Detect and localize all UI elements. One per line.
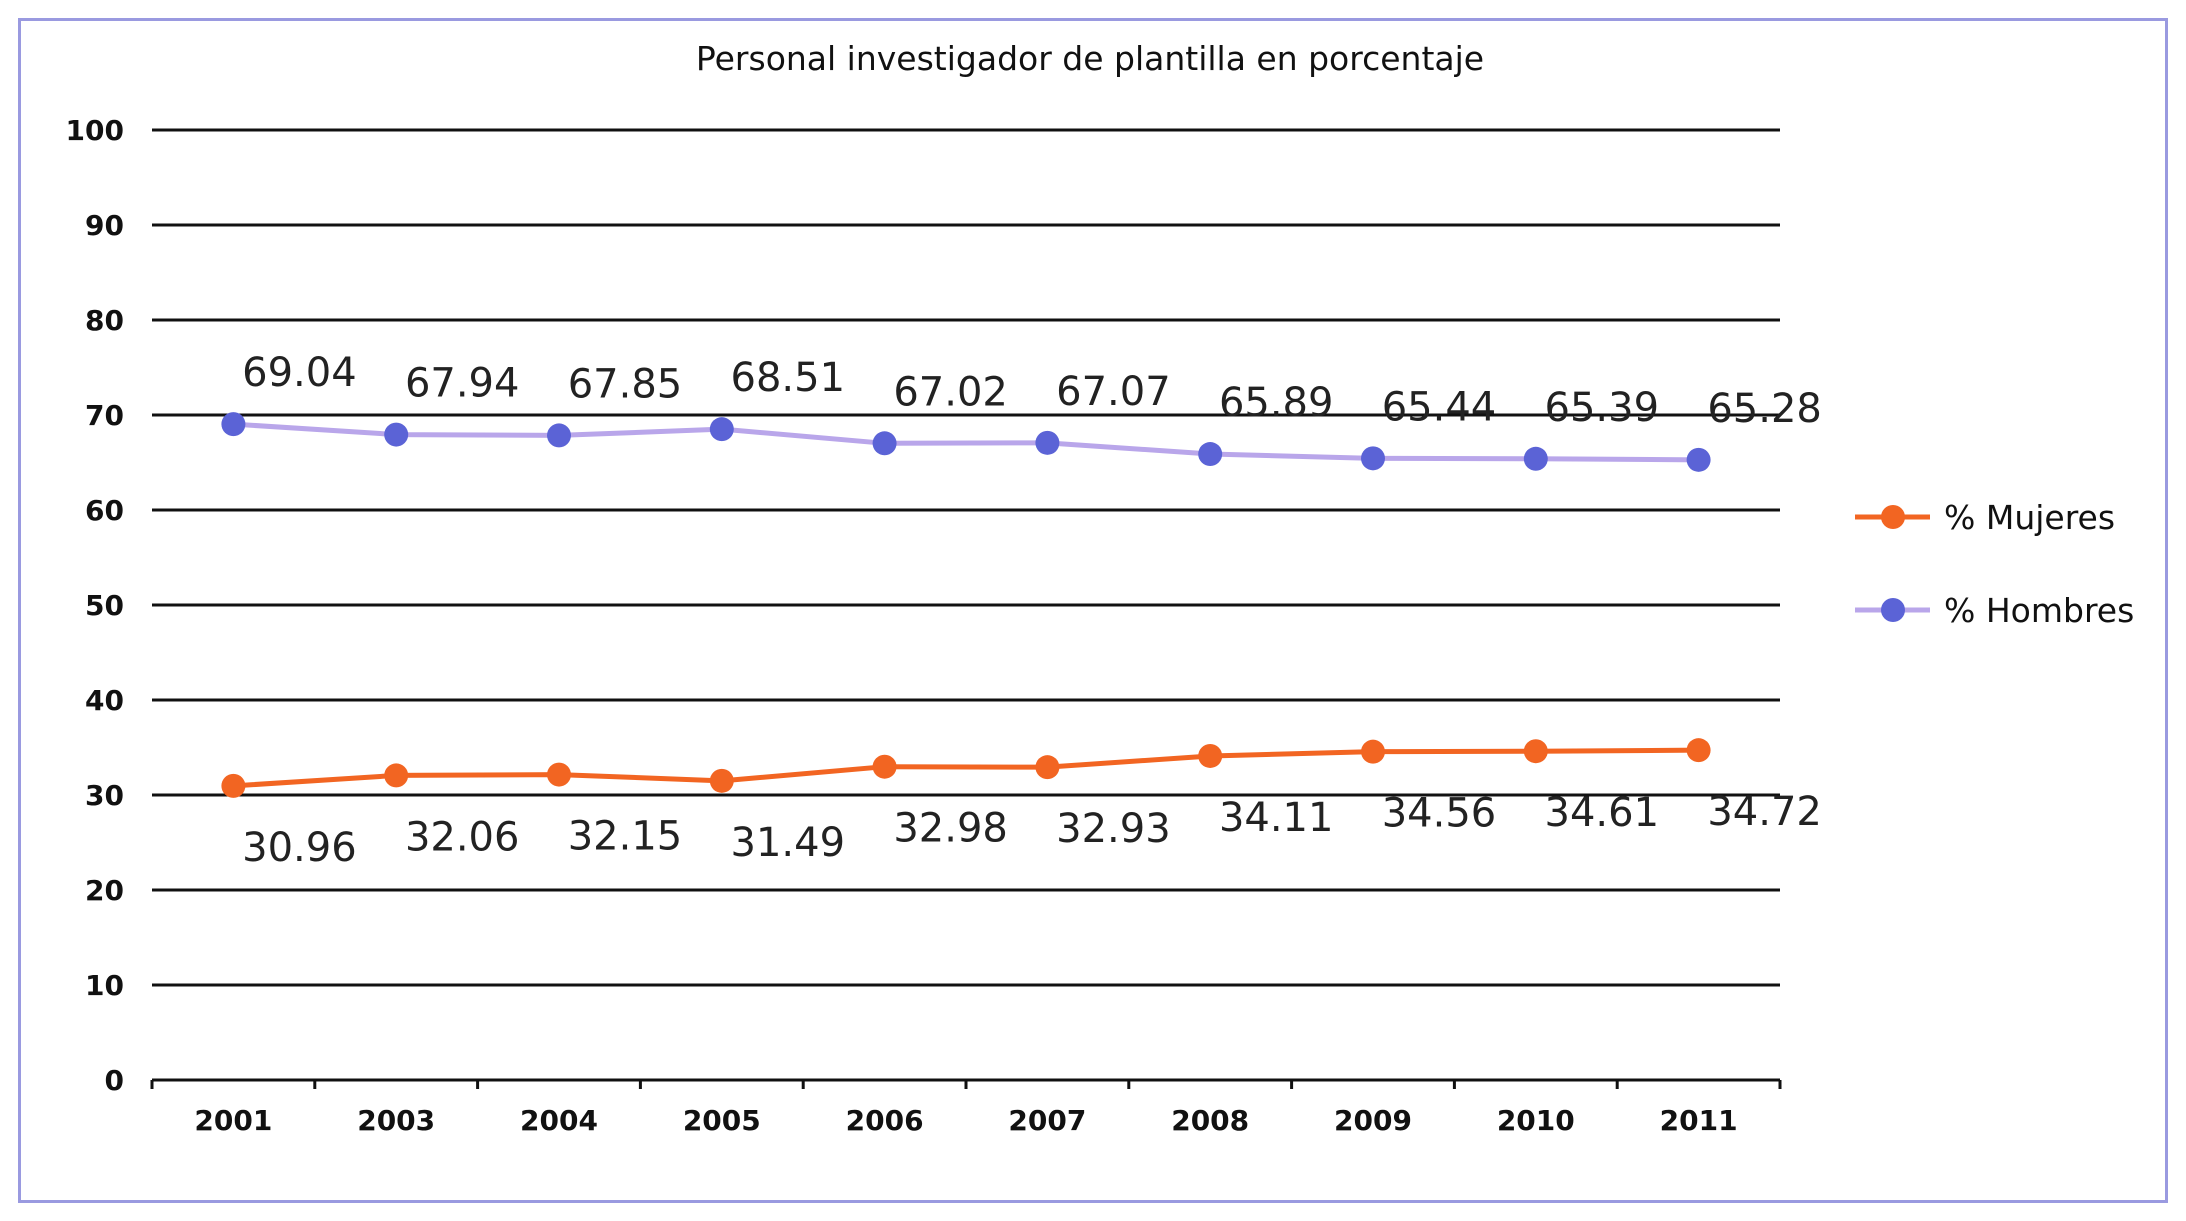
data-label-hombres: 65.39 (1545, 385, 1660, 431)
y-tick-label: 10 (85, 969, 124, 1002)
data-label-hombres: 68.51 (731, 355, 846, 401)
data-label-mujeres: 31.49 (731, 820, 846, 866)
data-label-hombres: 67.02 (893, 369, 1008, 415)
data-point-mujeres (872, 754, 897, 779)
data-point-hombres (1035, 430, 1060, 455)
legend-label-mujeres: % Mujeres (1944, 498, 2115, 537)
x-tick-label: 2007 (1008, 1104, 1086, 1137)
data-point-mujeres (1198, 743, 1223, 768)
data-point-mujeres (1686, 738, 1711, 763)
x-tick-label: 2008 (1171, 1104, 1249, 1137)
data-point-hombres (1361, 446, 1385, 471)
y-tick-label: 40 (85, 684, 124, 717)
data-point-hombres (1686, 447, 1711, 472)
legend: % Mujeres % Hombres (1855, 498, 2134, 630)
series-line-mujeres (233, 747, 1699, 789)
data-label-hombres: 69.04 (242, 350, 357, 396)
y-tick-label: 90 (85, 209, 124, 242)
data-point-mujeres (384, 763, 409, 788)
legend-swatch-marker (1881, 598, 1905, 622)
data-point-mujeres (221, 773, 246, 798)
y-tick-label: 100 (66, 114, 124, 147)
data-label-mujeres: 32.93 (1056, 806, 1171, 852)
legend-label-hombres: % Hombres (1944, 591, 2134, 630)
x-tick-label: 2011 (1660, 1104, 1738, 1137)
data-point-hombres (547, 423, 571, 448)
data-labels: 30.96 32.06 32.15 31.49 32.98 32.93 34.11 34.56… (242, 350, 1822, 871)
gridlines (152, 128, 1780, 987)
y-tick-label: 30 (85, 779, 124, 812)
legend-swatch-marker (1881, 505, 1905, 529)
axes: 0 10 20 30 40 50 60 70 80 90 100 2001 2003 2004 2005 20… (66, 114, 1782, 1137)
y-tick-label: 80 (85, 304, 124, 337)
y-tick-label: 20 (85, 874, 124, 907)
y-tick-label: 70 (85, 399, 124, 432)
data-point-hombres (709, 417, 734, 442)
data-point-mujeres (547, 762, 571, 787)
data-point-mujeres (1361, 739, 1385, 764)
series-line-hombres (233, 421, 1699, 463)
data-label-hombres: 65.44 (1382, 384, 1497, 430)
series (221, 412, 1711, 798)
data-point-hombres (221, 412, 246, 437)
data-point-hombres (384, 422, 409, 447)
y-tick-label: 50 (85, 589, 124, 622)
data-label-hombres: 67.07 (1056, 369, 1171, 415)
x-tick-label: 2006 (846, 1104, 924, 1137)
data-label-mujeres: 32.98 (893, 806, 1008, 852)
data-label-hombres: 65.28 (1707, 386, 1822, 432)
data-label-mujeres: 34.72 (1707, 789, 1822, 835)
data-label-mujeres: 30.96 (242, 825, 357, 871)
data-point-hombres (872, 431, 897, 456)
data-label-mujeres: 32.15 (568, 814, 683, 860)
x-tick-label: 2005 (683, 1104, 761, 1137)
x-tick-label: 2009 (1334, 1104, 1412, 1137)
data-label-hombres: 67.94 (405, 361, 520, 407)
data-point-hombres (1198, 442, 1223, 467)
data-label-mujeres: 34.11 (1219, 795, 1334, 841)
data-label-hombres: 67.85 (568, 361, 683, 407)
data-point-mujeres (1035, 755, 1060, 780)
data-point-mujeres (709, 768, 734, 793)
y-tick-label: 60 (85, 494, 124, 527)
chart-title: Personal investigador de plantilla en po… (696, 39, 1484, 78)
data-point-hombres (1523, 446, 1548, 471)
data-label-mujeres: 34.56 (1382, 791, 1497, 837)
x-tick-label: 2003 (357, 1104, 435, 1137)
data-label-hombres: 65.89 (1219, 380, 1334, 426)
data-label-mujeres: 32.06 (405, 814, 520, 860)
y-tick-label: 0 (105, 1064, 124, 1097)
data-point-mujeres (1523, 739, 1548, 764)
x-tick-label: 2001 (194, 1104, 272, 1137)
x-tick-label: 2004 (520, 1104, 598, 1137)
chart-frame (18, 18, 2168, 1203)
data-label-mujeres: 34.61 (1545, 790, 1660, 836)
x-tick-label: 2010 (1497, 1104, 1575, 1137)
